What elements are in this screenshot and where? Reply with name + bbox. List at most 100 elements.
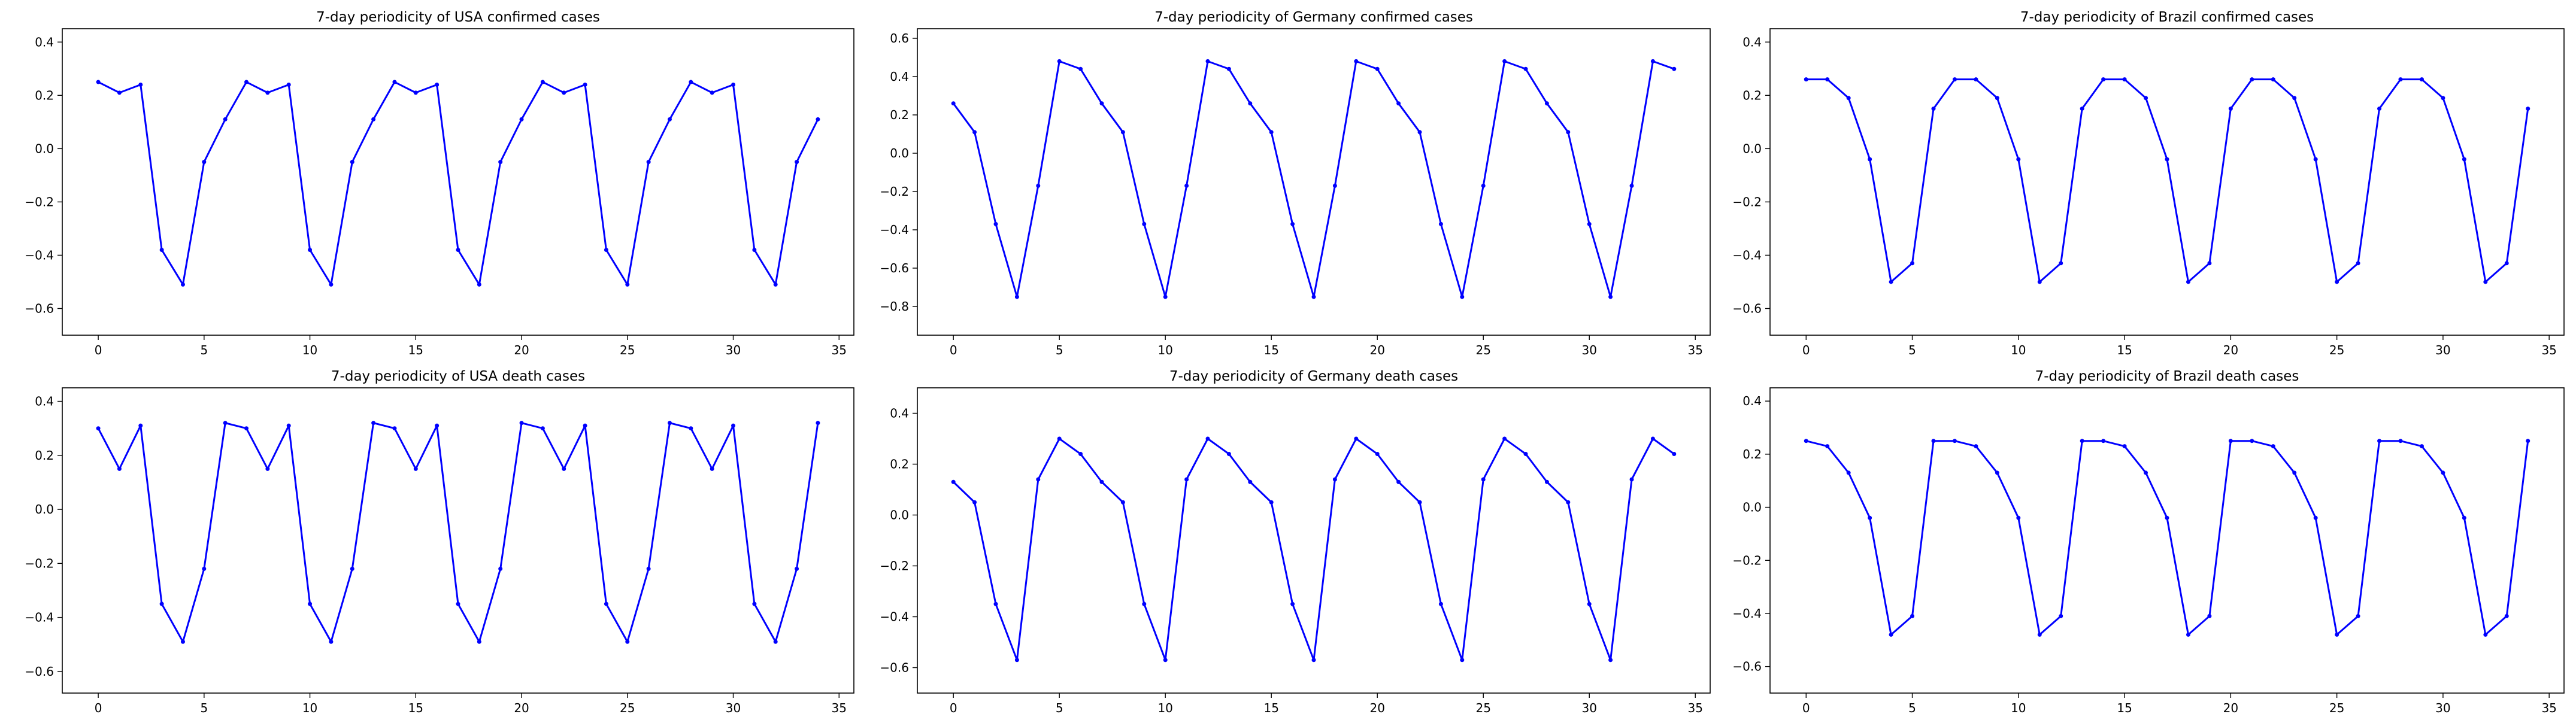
data-point xyxy=(1910,261,1915,266)
data-point xyxy=(2207,261,2212,266)
data-point xyxy=(1650,59,1655,63)
y-tick-label: 0.2 xyxy=(1742,447,1762,461)
data-point xyxy=(477,282,481,287)
data-point xyxy=(2122,77,2127,82)
data-point xyxy=(1952,439,1957,443)
data-point xyxy=(646,160,651,165)
y-tick-label: 0.2 xyxy=(35,448,54,463)
data-point xyxy=(1014,658,1019,663)
y-tick-label: 0.2 xyxy=(1742,88,1762,102)
data-point xyxy=(1460,658,1465,663)
data-point xyxy=(1608,658,1613,663)
data-point xyxy=(2377,107,2382,111)
data-point xyxy=(1566,130,1571,135)
y-tick-label: −0.2 xyxy=(1732,195,1762,209)
data-point xyxy=(159,248,164,253)
x-tick-label: 0 xyxy=(95,343,102,357)
data-point xyxy=(731,82,736,87)
data-point xyxy=(2016,157,2021,162)
data-point xyxy=(2080,107,2084,111)
series-line xyxy=(97,422,819,643)
y-tick-label: −0.8 xyxy=(880,299,909,314)
data-point xyxy=(1417,500,1422,505)
data-point xyxy=(1354,59,1359,63)
data-point xyxy=(795,160,799,165)
y-tick-label: 0.0 xyxy=(890,508,909,522)
data-point xyxy=(96,80,101,84)
x-tick-label: 20 xyxy=(2223,343,2238,357)
data-point xyxy=(972,500,977,505)
data-point xyxy=(1566,500,1571,505)
series-line xyxy=(953,438,1675,661)
y-tick-label: 0.2 xyxy=(890,457,909,472)
data-point xyxy=(2462,157,2466,162)
data-point xyxy=(350,566,354,571)
data-point xyxy=(413,466,418,471)
data-point xyxy=(2059,261,2063,266)
y-tick-label: −0.2 xyxy=(25,195,54,209)
data-point xyxy=(2313,515,2318,520)
data-point xyxy=(456,601,460,606)
x-tick-label: 35 xyxy=(2541,701,2556,715)
data-point xyxy=(1311,294,1316,299)
series-line xyxy=(98,81,819,285)
data-point xyxy=(1502,436,1507,441)
data-point xyxy=(2419,77,2424,82)
data-point xyxy=(138,423,143,428)
x-tick-label: 20 xyxy=(1369,343,1384,357)
x-tick-label: 25 xyxy=(620,701,635,715)
x-tick-label: 15 xyxy=(408,343,423,357)
chart-title: 7-day periodicity of Brazil confirmed ca… xyxy=(2020,10,2314,25)
x-tick-label: 30 xyxy=(1581,343,1596,357)
data-point xyxy=(2419,444,2424,449)
data-point xyxy=(1396,101,1401,106)
data-point xyxy=(159,601,164,606)
data-point xyxy=(1332,183,1337,188)
x-tick-label: 15 xyxy=(2117,701,2132,715)
data-point xyxy=(1825,444,1830,449)
chart-title: 7-day periodicity of Germany death cases xyxy=(1169,369,1458,384)
data-point xyxy=(1544,101,1549,106)
x-tick-label: 25 xyxy=(620,343,635,357)
x-tick-label: 5 xyxy=(1056,343,1063,357)
x-tick-label: 30 xyxy=(726,343,741,357)
y-tick-label: −0.6 xyxy=(880,261,909,275)
data-point xyxy=(2144,470,2148,475)
chart-title: 7-day periodicity of USA confirmed cases xyxy=(316,10,600,25)
data-point xyxy=(1036,477,1041,482)
data-point xyxy=(371,421,376,426)
chart-panel-5: 7-day periodicity of Germany death cases… xyxy=(880,369,1711,715)
data-point xyxy=(1290,601,1295,606)
data-point xyxy=(1952,77,1957,82)
y-tick-label: 0.2 xyxy=(35,88,54,102)
data-point xyxy=(795,566,799,571)
data-point xyxy=(2377,439,2382,443)
data-point xyxy=(1078,452,1083,456)
chart-panel-3: 7-day periodicity of Brazil confirmed ca… xyxy=(1732,10,2565,357)
data-point xyxy=(223,117,228,121)
data-point xyxy=(689,80,693,84)
data-point xyxy=(1650,436,1655,441)
data-point xyxy=(2335,280,2339,284)
data-point xyxy=(2313,157,2318,162)
data-point xyxy=(1868,515,1872,520)
data-point xyxy=(392,80,397,84)
data-point xyxy=(2228,439,2233,443)
data-point xyxy=(710,466,714,471)
data-point xyxy=(2186,280,2190,284)
y-tick-label: 0.4 xyxy=(1742,35,1762,49)
data-point xyxy=(2504,613,2509,618)
data-point xyxy=(752,248,757,253)
y-tick-label: −0.6 xyxy=(1732,660,1762,674)
data-point xyxy=(2101,439,2106,443)
data-point xyxy=(2271,77,2275,82)
data-point xyxy=(2398,77,2403,82)
data-point xyxy=(392,426,397,431)
data-point xyxy=(1544,479,1549,484)
data-point xyxy=(1311,658,1316,663)
data-point xyxy=(1099,101,1104,106)
data-point xyxy=(1014,294,1019,299)
data-point xyxy=(2483,280,2488,284)
data-point xyxy=(2165,157,2169,162)
data-point xyxy=(202,160,207,165)
